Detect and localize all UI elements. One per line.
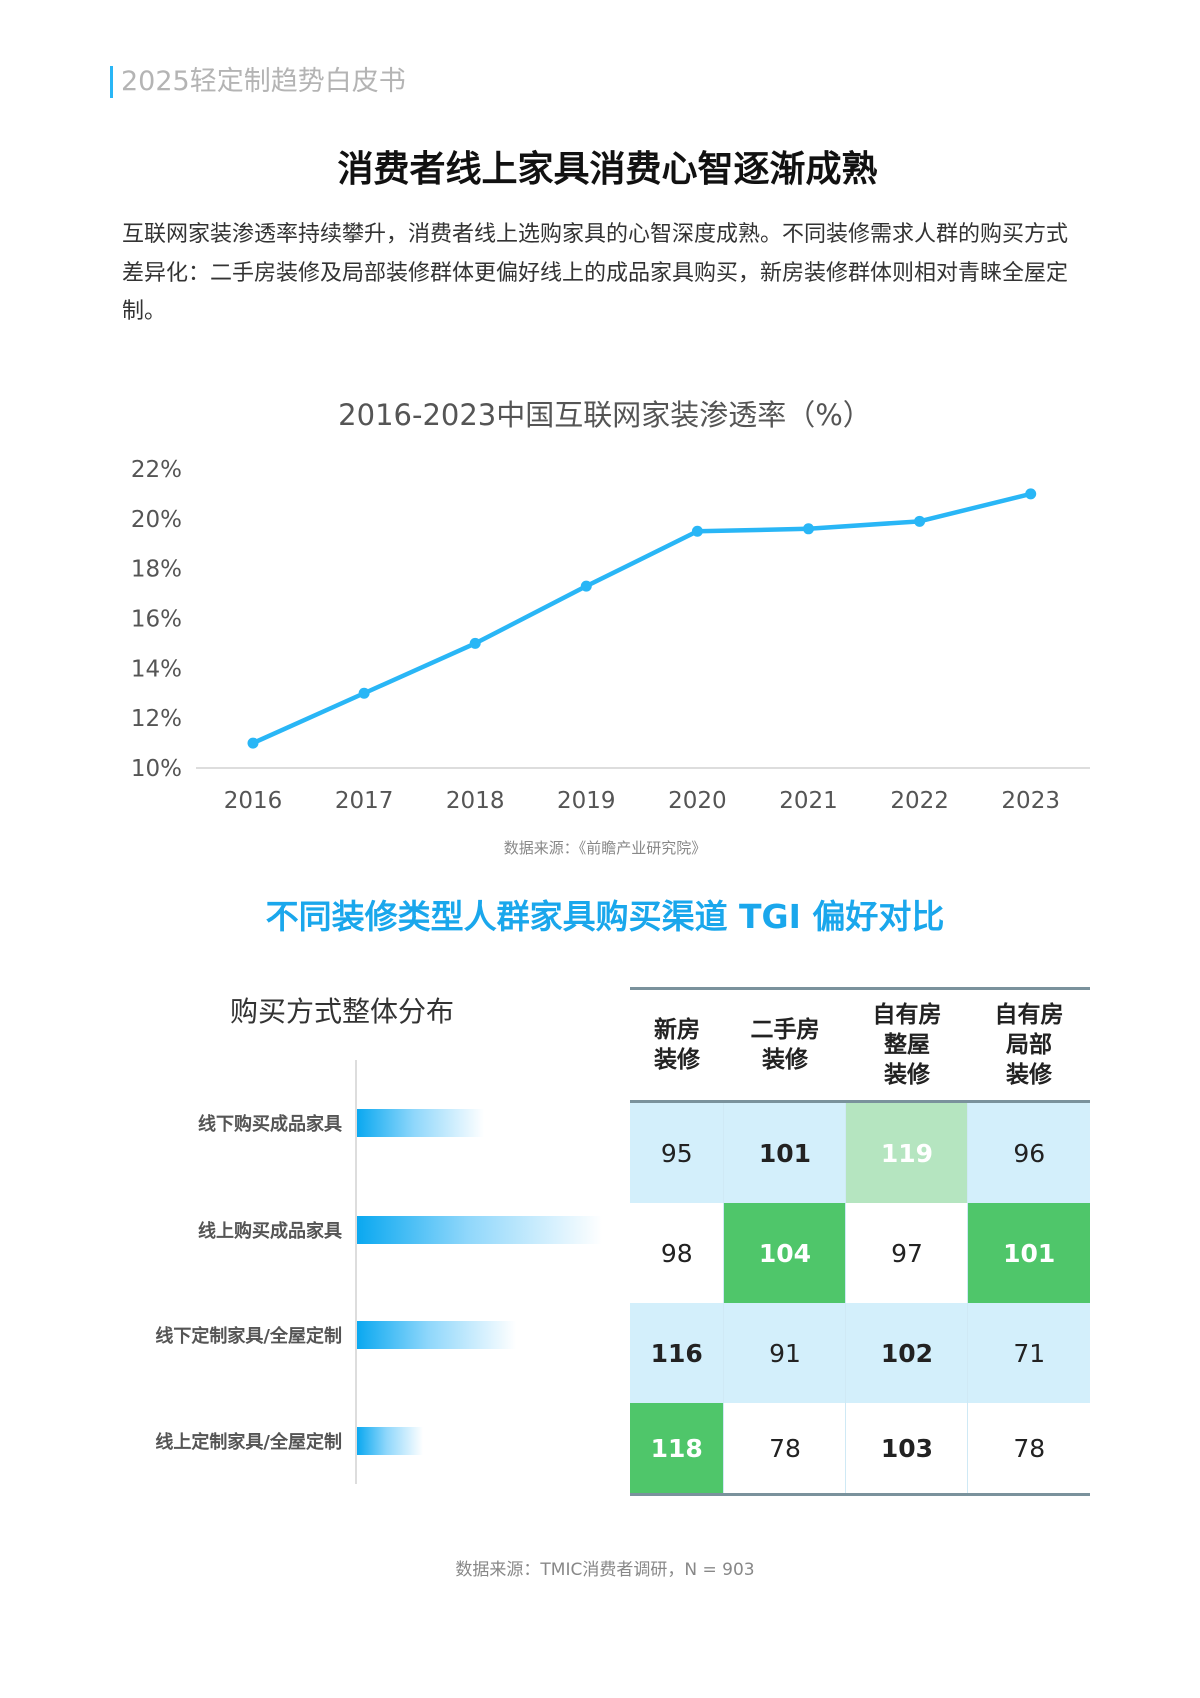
data-point (247, 737, 259, 749)
x-tick-label: 2016 (224, 788, 283, 814)
tgi-cell: 101 (967, 1203, 1090, 1303)
table-row: 116 91 102 71 (630, 1303, 1090, 1403)
y-tick-label: 20% (131, 507, 182, 533)
distribution-bar (357, 1427, 424, 1455)
tgi-cell: 104 (723, 1203, 846, 1303)
tgi-cell: 97 (845, 1203, 968, 1303)
chart-source: 数据来源：《前瞻产业研究院》 (503, 839, 707, 857)
tgi-cell: 116 (630, 1303, 724, 1403)
row-label: 线上定制家具/全屋定制 (155, 1432, 342, 1453)
table-row: 98 104 97 101 (630, 1203, 1090, 1303)
tgi-table: 新房 装修 二手房 装修 自有房 整屋 装修 自有房 局部 装修 95 101 119 96… (630, 987, 1090, 1496)
tgi-cell: 78 (723, 1403, 846, 1496)
table-source: 数据来源：TMIC消费者调研，N = 903 (455, 1560, 755, 1580)
y-tick-label: 10% (131, 756, 182, 782)
intro-paragraph: 互联网家装渗透率持续攀升，消费者线上选购家具的心智深度成熟。不同装修需求人群的购… (122, 222, 1069, 324)
tgi-cell: 78 (967, 1403, 1090, 1496)
tgi-cell: 119 (845, 1101, 968, 1203)
tgi-cell: 95 (630, 1101, 724, 1203)
x-tick-label: 2019 (557, 788, 616, 814)
x-tick-label: 2023 (1001, 788, 1060, 814)
row-label: 线下购买成品家具 (198, 1114, 342, 1135)
y-tick-label: 14% (131, 656, 182, 682)
data-point (803, 523, 814, 535)
data-point (914, 515, 926, 527)
chart-title: 2016-2023中国互联网家装渗透率（%） (338, 398, 872, 432)
tgi-cell: 102 (845, 1303, 968, 1403)
series-line (252, 491, 1032, 746)
table-row: 118 78 103 78 (630, 1403, 1090, 1496)
data-point (580, 580, 592, 592)
table-row: 95 101 119 96 (630, 1101, 1090, 1203)
data-point (1025, 488, 1037, 500)
tgi-cell: 101 (723, 1101, 846, 1203)
distribution-axis (355, 1060, 357, 1484)
column-header: 二手房 装修 (723, 987, 846, 1103)
tgi-cell: 98 (660, 1238, 693, 1268)
y-tick-label: 12% (131, 706, 182, 732)
data-point (358, 687, 370, 699)
x-tick-label: 2021 (779, 788, 838, 814)
tgi-cell: 103 (845, 1403, 968, 1496)
tgi-cell: 118 (630, 1403, 724, 1496)
line-chart: 10% 12% 14% 16% 18% 20% 22% 2016 2017 2018 2019 202… (131, 457, 1090, 814)
section-title: 不同装修类型人群家具购买渠道 TGI 偏好对比 (265, 897, 945, 936)
y-tick-label: 18% (131, 557, 182, 583)
distribution-title: 购买方式整体分布 (230, 995, 455, 1028)
column-header: 自有房 局部 装修 (967, 987, 1090, 1103)
column-header: 新房 装修 (630, 987, 724, 1103)
tgi-cell: 91 (723, 1303, 846, 1403)
column-header: 自有房 整屋 装修 (845, 987, 968, 1103)
page-title: 消费者线上家具消费心智逐渐成熟 (337, 149, 878, 190)
distribution-bar (357, 1321, 517, 1349)
x-tick-label: 2017 (335, 788, 394, 814)
tgi-cell: 96 (967, 1101, 1090, 1203)
x-tick-label: 2022 (890, 788, 949, 814)
tgi-cell: 71 (967, 1303, 1090, 1403)
y-tick-label: 22% (131, 457, 182, 483)
document-header: 2025轻定制趋势白皮书 (110, 66, 406, 98)
x-tick-label: 2018 (446, 788, 505, 814)
distribution-bar (357, 1109, 485, 1137)
row-label: 线下定制家具/全屋定制 (155, 1326, 342, 1347)
row-label: 线上购买成品家具 (198, 1221, 342, 1242)
data-point (691, 525, 703, 537)
y-tick-label: 16% (131, 607, 182, 633)
x-tick-label: 2020 (668, 788, 727, 814)
distribution-bar (357, 1216, 602, 1244)
data-point (469, 637, 481, 649)
